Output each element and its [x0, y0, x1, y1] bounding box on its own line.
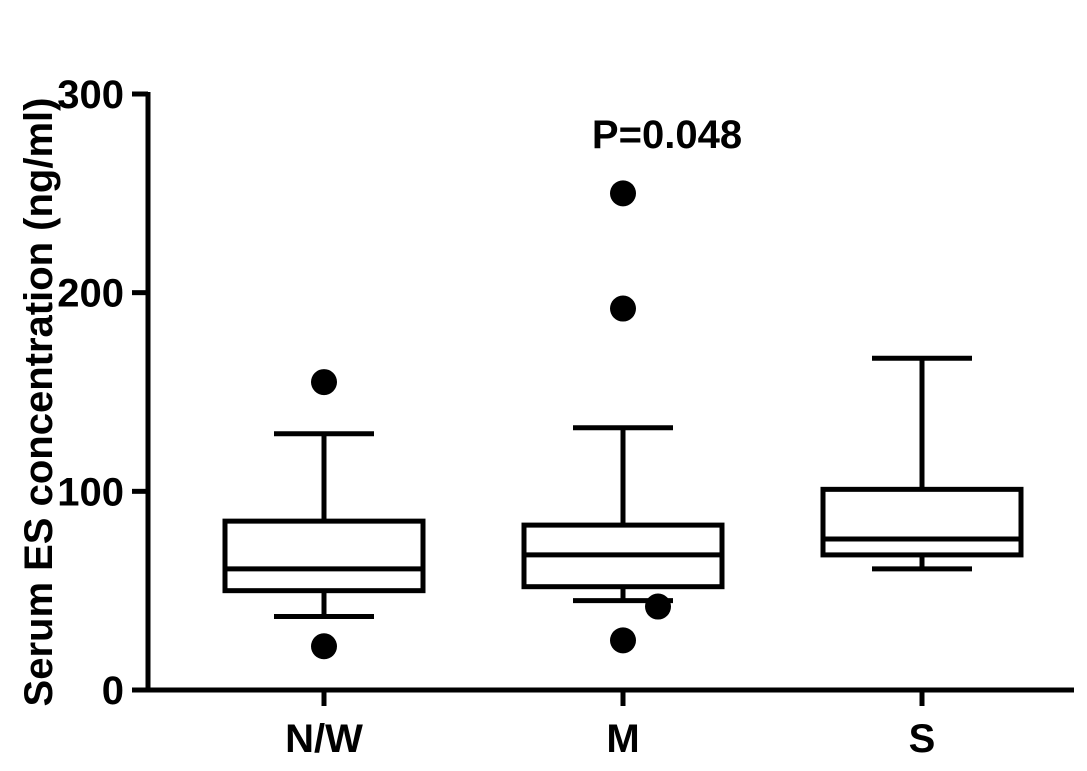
- p-value-annotation: P=0.048: [592, 113, 742, 157]
- outlier-point: [610, 627, 636, 654]
- outlier-point: [311, 369, 337, 396]
- y-tick-label: 0: [102, 669, 124, 713]
- x-tick-label: N/W: [285, 717, 363, 761]
- x-tick-label: S: [909, 717, 936, 761]
- outlier-point: [311, 633, 337, 660]
- y-axis-label: Serum ES concentration (ng/ml): [17, 98, 61, 707]
- y-tick-label: 200: [57, 272, 124, 316]
- outlier-point: [610, 295, 636, 322]
- box-iqr: [222, 518, 426, 594]
- x-tick-label: M: [606, 717, 639, 761]
- outlier-point: [645, 593, 671, 620]
- y-tick-label: 100: [57, 470, 124, 514]
- y-tick-label: 300: [57, 73, 124, 117]
- box-iqr: [820, 486, 1024, 558]
- outlier-point: [610, 180, 636, 207]
